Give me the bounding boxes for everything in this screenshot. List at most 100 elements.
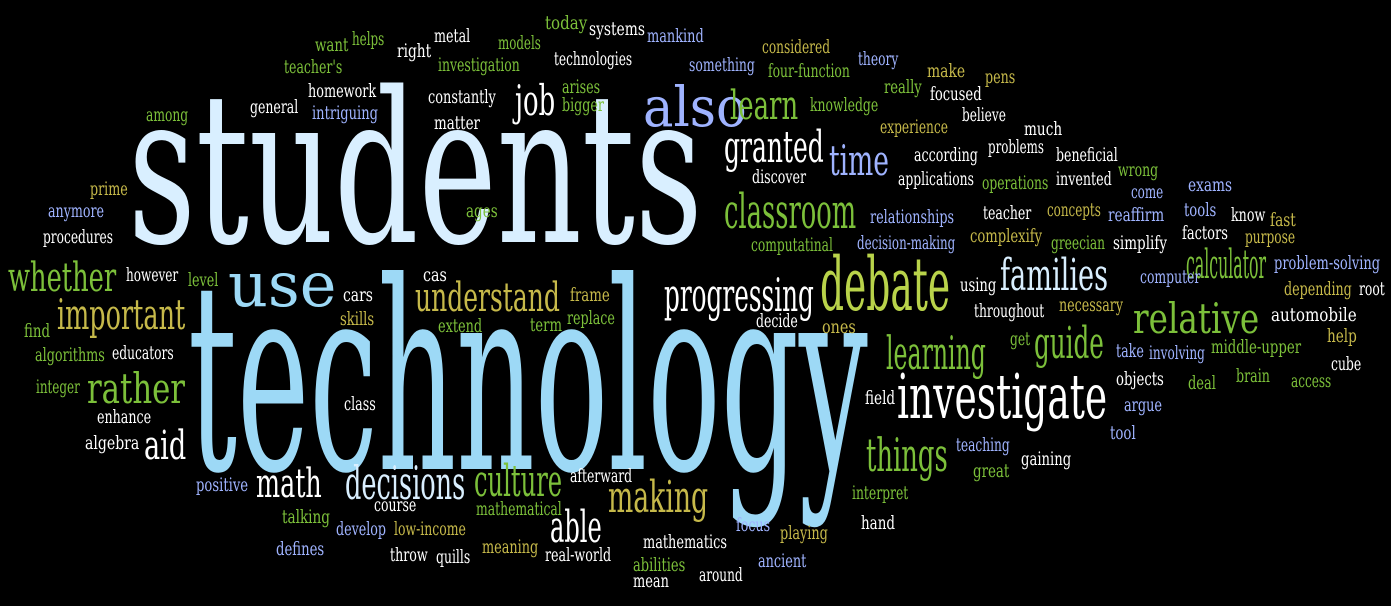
cloud-word: aid xyxy=(144,423,187,469)
cloud-word: using xyxy=(960,274,997,296)
cloud-word: prime xyxy=(90,178,128,200)
cloud-word: job xyxy=(515,76,556,125)
cloud-word: applications xyxy=(898,168,974,190)
cloud-word: pens xyxy=(985,66,1016,88)
cloud-word: theory xyxy=(858,48,899,70)
cloud-word: cars xyxy=(343,284,373,306)
cloud-word: anymore xyxy=(48,200,105,222)
cloud-word: problem-solving xyxy=(1274,252,1381,274)
cloud-word: playing xyxy=(780,522,828,544)
cloud-word: constantly xyxy=(428,86,496,108)
cloud-word: want xyxy=(315,34,349,56)
cloud-word: educators xyxy=(112,342,174,364)
cloud-word: tools xyxy=(1184,199,1217,221)
cloud-word: brain xyxy=(1236,365,1270,387)
cloud-word: rather xyxy=(87,364,185,413)
cloud-word: matter xyxy=(434,112,480,134)
cloud-word: relative xyxy=(1133,294,1260,343)
cloud-word: involving xyxy=(1149,342,1205,364)
cloud-word: factors xyxy=(1182,222,1228,244)
cloud-word: automobile xyxy=(1271,304,1357,326)
cloud-word: right xyxy=(397,40,432,62)
cloud-word: simplify xyxy=(1113,232,1167,254)
cloud-word: use xyxy=(228,248,337,321)
cloud-word: find xyxy=(24,320,51,342)
cloud-word: focused xyxy=(930,83,982,105)
cloud-word: reaffirm xyxy=(1108,204,1165,226)
cloud-word: also xyxy=(643,75,747,139)
cloud-word: investigate xyxy=(897,360,1108,433)
cloud-word: time xyxy=(829,136,889,185)
cloud-word: purpose xyxy=(1245,226,1296,248)
cloud-word: deal xyxy=(1188,372,1216,394)
cloud-word: exams xyxy=(1188,174,1233,196)
cloud-word: classroom xyxy=(724,184,857,240)
cloud-word: throughout xyxy=(974,300,1045,322)
cloud-word: decisions xyxy=(345,456,466,510)
cloud-word: talking xyxy=(282,506,331,528)
cloud-word: computer xyxy=(1140,266,1201,288)
cloud-word: course xyxy=(374,494,417,516)
cloud-word: field xyxy=(865,387,896,409)
cloud-word: experience xyxy=(880,116,948,138)
cloud-word: something xyxy=(689,54,755,76)
cloud-word: enhance xyxy=(97,406,152,428)
cloud-word: concepts xyxy=(1047,199,1101,221)
cloud-word: quills xyxy=(436,546,471,568)
cloud-word: mean xyxy=(633,570,669,592)
cloud-word: discover xyxy=(752,166,807,188)
cloud-word: technology xyxy=(188,226,868,531)
cloud-word: homework xyxy=(308,80,377,102)
cloud-word: skills xyxy=(340,308,375,330)
cloud-word: abilities xyxy=(633,554,686,576)
cloud-word: gaining xyxy=(1021,448,1072,470)
cloud-word: afterward xyxy=(570,465,633,487)
cloud-word: progressing xyxy=(664,268,814,322)
cloud-word: ones xyxy=(822,316,856,338)
cloud-word: however xyxy=(126,264,179,286)
cloud-word: believe xyxy=(962,104,1006,126)
cloud-word: middle-upper xyxy=(1211,336,1302,358)
cloud-word: investigation xyxy=(438,54,520,76)
cloud-word: models xyxy=(498,32,541,54)
cloud-word: teacher's xyxy=(284,56,343,78)
cloud-word: hand xyxy=(861,512,895,534)
cloud-word: procedures xyxy=(43,226,114,248)
cloud-word: relationships xyxy=(870,206,955,228)
cloud-word: take xyxy=(1116,340,1144,362)
cloud-word: systems xyxy=(589,18,645,40)
cloud-word: learn xyxy=(730,83,799,129)
cloud-word: tool xyxy=(1110,422,1136,444)
cloud-word: considered xyxy=(762,36,831,58)
cloud-word: ancient xyxy=(758,550,807,572)
cloud-word: cas xyxy=(423,264,447,286)
cloud-word: interpret xyxy=(852,482,909,504)
cloud-word: around xyxy=(699,564,743,586)
cloud-word: math xyxy=(256,461,322,507)
cloud-word: complexify xyxy=(970,225,1043,247)
cloud-word: really xyxy=(884,76,922,98)
cloud-word: develop xyxy=(336,518,387,540)
cloud-word: help xyxy=(1327,325,1357,347)
cloud-word: culture xyxy=(474,456,563,507)
cloud-word: throw xyxy=(390,544,428,566)
cloud-word: today xyxy=(545,12,588,34)
cloud-word: guide xyxy=(1034,318,1104,369)
cloud-word: important xyxy=(57,290,186,339)
cloud-word: able xyxy=(550,502,602,553)
cloud-word: teacher xyxy=(983,202,1032,224)
cloud-word: calculator xyxy=(1186,242,1267,288)
cloud-word: access xyxy=(1291,370,1332,392)
cloud-word: cube xyxy=(1331,353,1362,375)
cloud-word: replace xyxy=(567,307,615,329)
cloud-word: understand xyxy=(415,275,560,321)
cloud-word: mathematics xyxy=(643,531,727,553)
cloud-word: knowledge xyxy=(810,94,879,116)
cloud-word: fast xyxy=(1270,209,1296,231)
cloud-word: arises xyxy=(562,76,601,98)
cloud-word: defines xyxy=(276,538,325,560)
cloud-word: root xyxy=(1359,278,1385,300)
cloud-word: algorithms xyxy=(35,344,105,366)
cloud-word: debate xyxy=(820,242,951,328)
